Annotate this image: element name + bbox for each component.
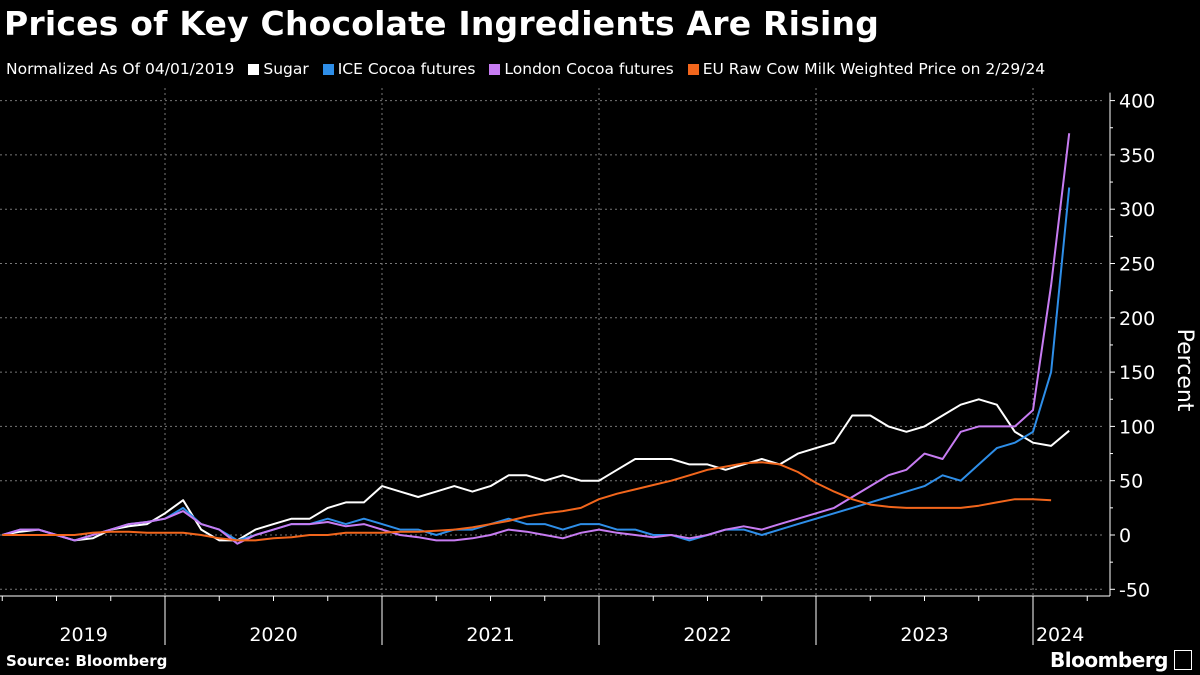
legend-swatch bbox=[687, 63, 699, 75]
source-note: Source: Bloomberg bbox=[6, 652, 168, 670]
series-line-eu-raw-cow-milk-weighted-price bbox=[2, 461, 1052, 542]
y-tick-label: 250 bbox=[1119, 254, 1155, 276]
x-tick-label: 2020 bbox=[249, 624, 297, 646]
y-axis-label: Percent bbox=[1172, 329, 1197, 412]
x-tick-label: 2021 bbox=[466, 624, 514, 646]
bloomberg-chart-icon bbox=[1174, 650, 1192, 670]
y-tick-label: 0 bbox=[1119, 525, 1131, 547]
y-tick-label: 200 bbox=[1119, 308, 1155, 330]
legend-swatch bbox=[489, 63, 501, 75]
x-tick-label: 2019 bbox=[59, 624, 107, 646]
legend: Normalized As Of 04/01/2019 Sugar ICE Co… bbox=[6, 60, 1045, 78]
legend-item-sugar: Sugar bbox=[248, 60, 309, 78]
y-tick-label: 300 bbox=[1119, 199, 1155, 221]
y-tick-label: 50 bbox=[1119, 471, 1143, 493]
y-tick-label: 400 bbox=[1119, 91, 1155, 113]
bloomberg-logo: Bloomberg bbox=[1050, 648, 1192, 672]
chart-title: Prices of Key Chocolate Ingredients Are … bbox=[4, 4, 880, 43]
x-tick-label: 2022 bbox=[683, 624, 731, 646]
legend-swatch bbox=[248, 63, 260, 75]
legend-item-eu-milk: EU Raw Cow Milk Weighted Price on 2/29/2… bbox=[687, 60, 1045, 78]
legend-item-london-cocoa: London Cocoa futures bbox=[489, 60, 674, 78]
y-tick-label: 100 bbox=[1119, 416, 1155, 438]
y-tick-label: 350 bbox=[1119, 145, 1155, 167]
legend-item-ice-cocoa: ICE Cocoa futures bbox=[322, 60, 475, 78]
series-line-ice-cocoa-futures bbox=[2, 187, 1071, 542]
x-tick-label: 2024 bbox=[1036, 624, 1084, 646]
legend-swatch bbox=[322, 63, 334, 75]
legend-note: Normalized As Of 04/01/2019 bbox=[6, 60, 235, 78]
series-line-sugar bbox=[2, 398, 1070, 542]
x-tick-label: 2023 bbox=[900, 624, 948, 646]
y-tick-label: -50 bbox=[1119, 579, 1150, 601]
series-line-london-cocoa-futures bbox=[2, 133, 1071, 545]
y-tick-label: 150 bbox=[1119, 362, 1155, 384]
